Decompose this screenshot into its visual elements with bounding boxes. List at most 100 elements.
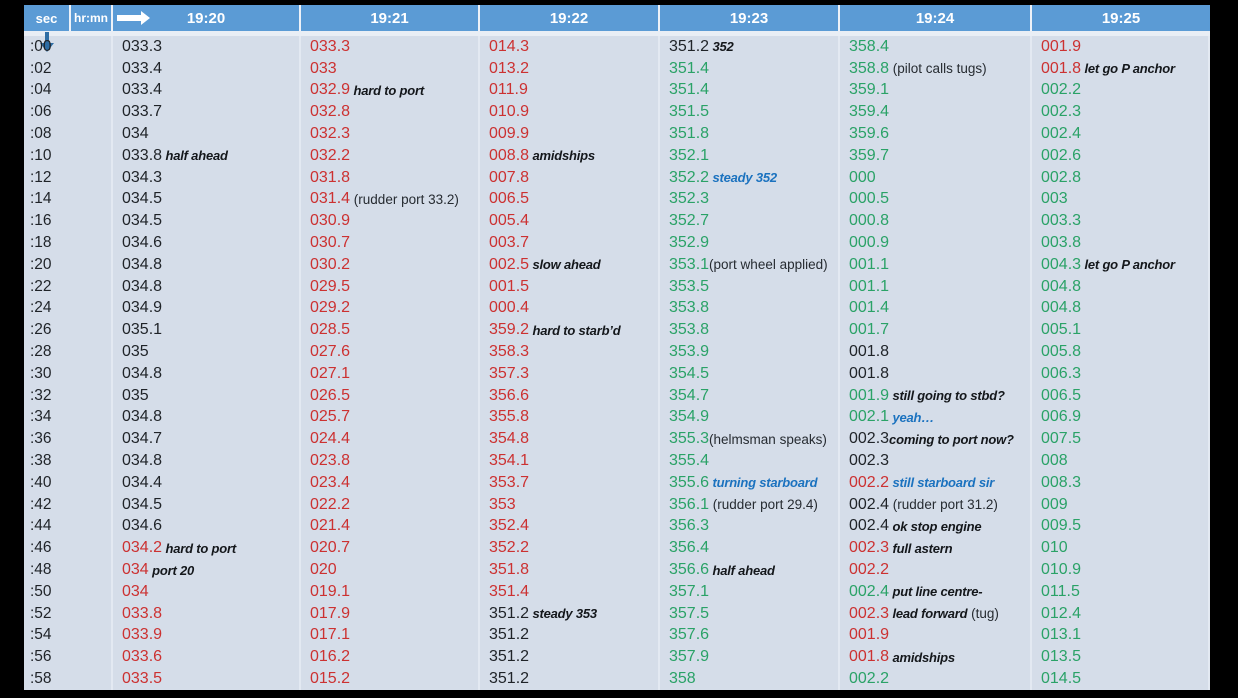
cell-19-23-26: 353.8 (660, 319, 840, 342)
cell-19-20-54: 033.9 (113, 624, 301, 647)
cell-19-25-58: 014.5 (1032, 668, 1210, 690)
cell-19-25-24: 004.8 (1032, 297, 1210, 320)
heading-value: 005.1 (1041, 321, 1082, 339)
cell-19-21-38: 023.8 (301, 450, 480, 472)
annotation: steady 352 (709, 170, 777, 186)
heading-value: 006.9 (1041, 408, 1082, 426)
table-row-44: :44 034.6 021.4 352.4 356.3 002.4 ok stop eng… (24, 515, 1210, 538)
heading-value: 352.9 (669, 234, 710, 252)
row-seconds-label: :16 (24, 210, 113, 233)
cell-19-22-12: 007.8 (480, 166, 660, 189)
heading-value: 034.6 (122, 517, 163, 535)
heading-value: 352.3 (669, 190, 710, 208)
cell-19-21-32: 026.5 (301, 384, 480, 407)
heading-value: 353.7 (489, 473, 530, 491)
heading-value: 034.2 (122, 539, 163, 557)
table-body: :00 033.3 033.3 014.3 351.2 352 358.4 001.9:02… (24, 36, 1210, 690)
cell-19-20-52: 033.8 (113, 602, 301, 625)
heading-value: 008.3 (1041, 473, 1082, 491)
heading-value: 032.8 (310, 103, 351, 121)
cell-19-20-18: 034.6 (113, 232, 301, 254)
heading-value: 013.5 (1041, 648, 1082, 666)
cell-19-24-18: 000.9 (840, 232, 1032, 254)
cell-19-23-48: 356.6 half ahead (660, 559, 840, 581)
heading-value: 023.8 (310, 452, 351, 470)
heading-value: 357.9 (669, 648, 710, 666)
row-seconds-label: :58 (24, 668, 113, 690)
heading-value: 017.1 (310, 626, 351, 644)
heading-value: 353 (489, 495, 516, 513)
annotation: let go P anchor (1081, 61, 1175, 77)
row-seconds-label: :38 (24, 450, 113, 472)
cell-19-24-56: 001.8 amidships (840, 646, 1032, 669)
heading-value: 001.7 (849, 321, 890, 339)
heading-value: 353.5 (669, 277, 710, 295)
cell-19-23-24: 353.8 (660, 297, 840, 320)
cell-19-20-50: 034 (113, 580, 301, 603)
cell-19-22-58: 351.2 (480, 668, 660, 690)
heading-value: 351.4 (489, 582, 530, 600)
heading-value: 024.4 (310, 430, 351, 448)
annotation: amidships (529, 148, 595, 164)
cell-19-25-38: 008 (1032, 450, 1210, 472)
cell-19-22-56: 351.2 (480, 646, 660, 669)
heading-value: 352.7 (669, 212, 710, 230)
cell-19-25-32: 006.5 (1032, 384, 1210, 407)
annotation: put line centre- (889, 584, 983, 600)
cell-19-23-34: 354.9 (660, 406, 840, 429)
heading-value: 353.1 (669, 255, 710, 273)
cell-19-20-34: 034.8 (113, 406, 301, 429)
heading-value: 353.8 (669, 321, 710, 339)
cell-19-22-26: 359.2 hard to starb’d (480, 319, 660, 342)
heading-value: 357.6 (669, 626, 710, 644)
heading-value: 004.8 (1041, 299, 1082, 317)
table-row-36: :36 034.7 024.4 354.8 355.3 (helmsman speaks)… (24, 428, 1210, 451)
header-body-divider (24, 31, 1210, 36)
cell-19-24-48: 002.2 (840, 559, 1032, 581)
heading-value: 035.1 (122, 321, 163, 339)
heading-value: 359.7 (849, 146, 890, 164)
row-seconds-label: :44 (24, 515, 113, 538)
cell-19-21-06: 032.8 (301, 101, 480, 124)
table-row-34: :34 034.8 025.7 355.8 354.9 002.1 yeah… 006.9 (24, 406, 1210, 429)
cell-19-20-26: 035.1 (113, 319, 301, 342)
cell-19-24-24: 001.4 (840, 297, 1032, 320)
header-time-19-20: 19:20 (113, 5, 301, 31)
heading-value: 034.9 (122, 299, 163, 317)
cell-19-21-44: 021.4 (301, 515, 480, 538)
cell-19-21-04: 032.9 hard to port (301, 79, 480, 102)
annotation: steady 353 (529, 606, 597, 622)
heading-value: 014.3 (489, 37, 530, 55)
heading-value: 002.1 (849, 408, 890, 426)
heading-value: 034.4 (122, 473, 163, 491)
table-row-16: :16 034.5 030.9 005.4 352.7 000.8 003.3 (24, 210, 1210, 233)
heading-value: 356.3 (669, 517, 710, 535)
heading-value: 357.5 (669, 604, 710, 622)
cell-19-21-36: 024.4 (301, 428, 480, 451)
heading-value: 010.9 (1041, 561, 1082, 579)
heading-value: 001.4 (849, 299, 890, 317)
cell-19-25-22: 004.8 (1032, 275, 1210, 298)
cell-19-22-48: 351.8 (480, 559, 660, 581)
heading-value: 033.4 (122, 81, 163, 99)
heading-value: 001.8 (849, 648, 890, 666)
heading-value: 034.6 (122, 234, 163, 252)
cell-19-23-20: 353.1 (port wheel applied) (660, 253, 840, 276)
cell-19-24-02: 358.8 (pilot calls tugs) (840, 57, 1032, 80)
heading-value: 031.8 (310, 168, 351, 186)
cell-19-20-44: 034.6 (113, 515, 301, 538)
heading-value: 013.2 (489, 59, 530, 77)
cell-19-21-16: 030.9 (301, 210, 480, 233)
cell-19-20-38: 034.8 (113, 450, 301, 472)
heading-value: 033.7 (122, 103, 163, 121)
cell-19-21-18: 030.7 (301, 232, 480, 254)
cell-19-24-16: 000.8 (840, 210, 1032, 233)
cell-19-23-06: 351.5 (660, 101, 840, 124)
table-row-26: :26 035.1 028.5 359.2 hard to starb’d 353.8 0… (24, 319, 1210, 342)
table-row-30: :30 034.8 027.1 357.3 354.5 001.8 006.3 (24, 362, 1210, 385)
row-seconds-label: :36 (24, 428, 113, 451)
cell-19-22-24: 000.4 (480, 297, 660, 320)
heading-value: 001.9 (849, 386, 890, 404)
heading-value: 033.4 (122, 59, 163, 77)
cell-19-25-26: 005.1 (1032, 319, 1210, 342)
